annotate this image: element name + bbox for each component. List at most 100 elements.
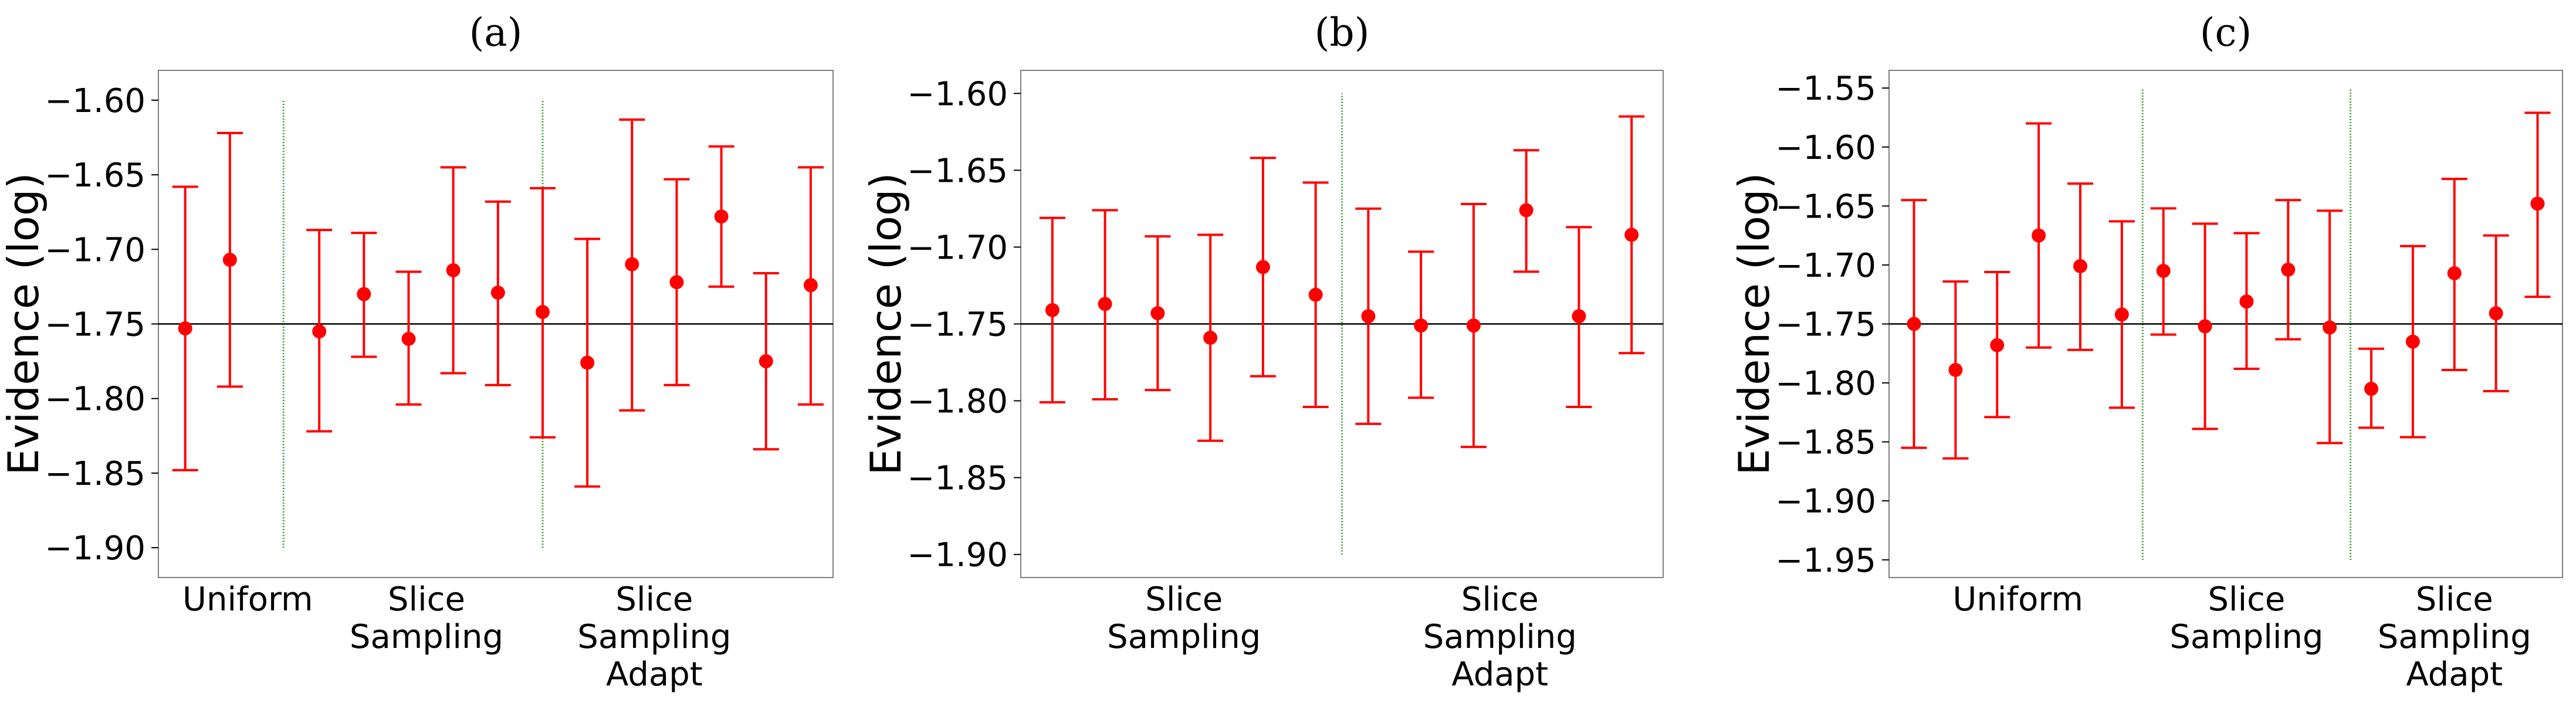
data-point: [1255, 260, 1270, 274]
data-point: [1990, 338, 2005, 352]
y-tick-label: −1.75: [907, 306, 1008, 344]
group-label-line: Adapt: [1451, 656, 1548, 694]
data-point: [2032, 228, 2046, 243]
data-point: [2198, 319, 2212, 334]
y-tick-label: −1.60: [1775, 129, 1876, 167]
y-tick-label: −1.55: [1775, 70, 1876, 108]
data-point: [2073, 259, 2087, 273]
panel-2: (b) Evidence (log) −1.60 −1.65 −1.70 −1.75 −1.…: [861, 10, 1664, 694]
panel-title: (a): [469, 10, 523, 55]
data-point: [1948, 362, 1963, 377]
y-tick-label: −1.80: [907, 383, 1008, 421]
y-tick-label: −1.60: [907, 75, 1008, 113]
group-label-line: Uniform: [1952, 580, 2083, 619]
data-point: [2114, 307, 2129, 322]
y-axis-label: Evidence (log): [861, 172, 910, 475]
data-point: [1624, 227, 1639, 242]
y-tick-label: −1.85: [45, 455, 145, 493]
group-label-line: Adapt: [606, 656, 703, 694]
data-point: [2447, 266, 2462, 280]
y-tick-label: −1.90: [907, 536, 1008, 575]
y-axis-label: Evidence (log): [1729, 172, 1779, 475]
data-point: [1466, 318, 1481, 333]
data-point: [759, 354, 773, 369]
data-point: [714, 209, 729, 224]
group-label-line: Slice: [2208, 580, 2285, 619]
y-tick-label: −1.65: [1775, 188, 1876, 226]
y-tick-label: −1.85: [1775, 424, 1876, 462]
group-label: Slice Sampling: [2169, 580, 2323, 656]
group-label-line: Slice: [2416, 580, 2493, 619]
group-label-line: Slice: [1145, 580, 1223, 619]
group-label-line: Slice: [1461, 580, 1539, 619]
data-point: [669, 275, 684, 290]
data-point: [2323, 320, 2337, 335]
panel-1: (a) Evidence (log) −1.60 −1.65 −1.70 −1.75 −1.…: [0, 10, 834, 694]
data-point: [2489, 306, 2503, 321]
y-tick-label: −1.90: [45, 529, 145, 568]
y-tick-label: −1.75: [1775, 306, 1876, 344]
data-point: [535, 305, 550, 320]
y-tick-label: −1.70: [1775, 247, 1876, 285]
data-point: [2156, 263, 2171, 278]
y-tick-label: −1.85: [907, 460, 1008, 498]
group-label-line: Slice: [615, 580, 693, 619]
group-label: Uniform: [182, 580, 313, 619]
group-label: Slice Sampling: [1107, 580, 1261, 656]
data-point: [1045, 303, 1059, 317]
data-point: [401, 331, 416, 346]
y-tick-label: −1.80: [1775, 365, 1876, 403]
panel-title: (b): [1315, 10, 1370, 55]
y-tick-label: −1.70: [45, 231, 145, 269]
group-label: Slice Sampling Adapt: [577, 580, 731, 694]
group-label: Uniform: [1952, 580, 2083, 619]
panel-3: (c) Evidence (log) −1.55 −1.60 −1.65 −1.70 −1.…: [1729, 10, 2563, 694]
group-label-line: Sampling: [2378, 618, 2531, 656]
data-point: [1572, 309, 1586, 324]
data-point: [625, 257, 639, 271]
data-point: [1098, 297, 1112, 311]
group-label: Slice Sampling Adapt: [2378, 580, 2531, 694]
data-point: [803, 278, 818, 293]
data-point: [2281, 262, 2296, 277]
data-point: [357, 287, 371, 301]
data-point: [1519, 203, 1534, 218]
data-point: [1414, 318, 1429, 333]
group-label-line: Sampling: [350, 618, 503, 656]
data-point: [178, 321, 192, 336]
group-label-line: Sampling: [1107, 618, 1261, 656]
data-point: [312, 324, 327, 339]
y-tick-label: −1.70: [907, 229, 1008, 267]
data-point: [1907, 317, 1921, 331]
y-tick-label: −1.65: [45, 157, 145, 195]
data-point: [1203, 331, 1218, 345]
data-point: [2530, 196, 2545, 211]
data-point: [580, 355, 595, 370]
group-label-line: Sampling: [1423, 618, 1577, 656]
data-point: [446, 263, 461, 277]
data-point: [490, 286, 505, 300]
y-tick-label: −1.90: [1775, 483, 1876, 521]
data-point: [2364, 382, 2379, 396]
data-point: [1361, 309, 1376, 324]
y-tick-label: −1.80: [45, 381, 145, 419]
data-point: [2239, 294, 2254, 309]
y-axis-label: Evidence (log): [0, 172, 48, 475]
y-tick-label: −1.75: [45, 306, 145, 344]
group-label-line: Sampling: [577, 618, 731, 656]
y-tick-label: −1.65: [907, 152, 1008, 190]
group-label-line: Slice: [388, 580, 465, 619]
group-label-line: Adapt: [2406, 656, 2503, 694]
y-tick-label: −1.60: [45, 82, 145, 120]
group-label: Slice Sampling: [350, 580, 503, 656]
group-label: Slice Sampling Adapt: [1423, 580, 1577, 694]
data-point: [222, 253, 237, 267]
data-point: [2405, 334, 2420, 349]
panel-title: (c): [2200, 10, 2252, 55]
group-label-line: Uniform: [182, 580, 313, 619]
data-point: [1308, 287, 1323, 302]
data-point: [1150, 306, 1165, 321]
group-label-line: Sampling: [2169, 618, 2323, 656]
